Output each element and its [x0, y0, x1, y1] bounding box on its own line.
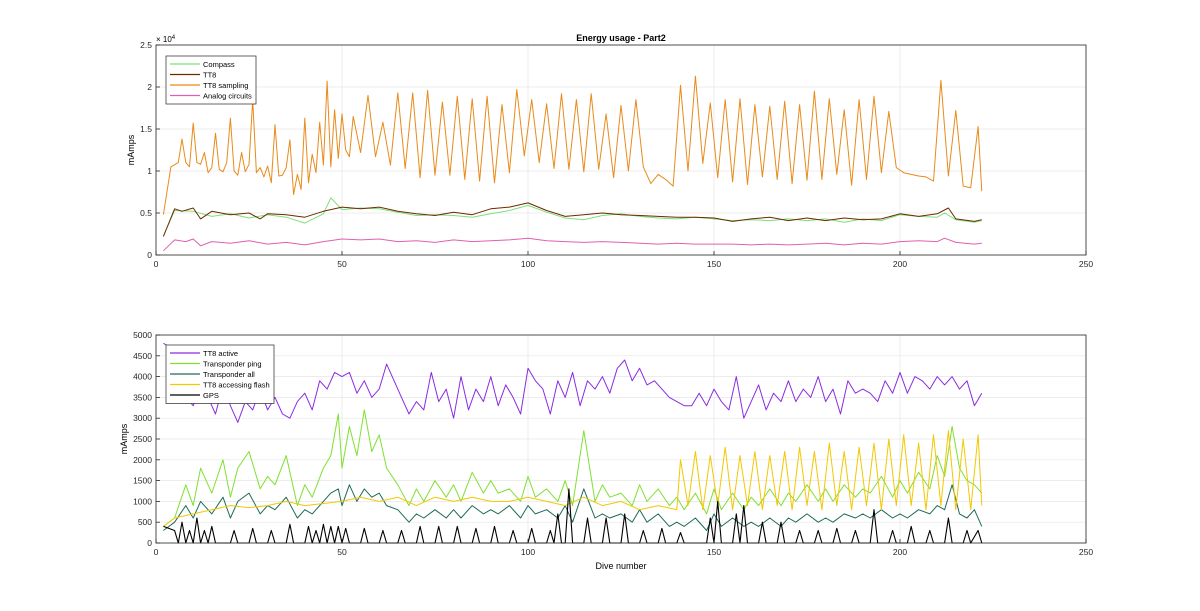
legend-label-compass: Compass	[203, 60, 235, 69]
series-line-tt8-active	[163, 342, 983, 423]
bottom-ytick-label: 500	[138, 517, 152, 527]
legend-label-transponder-all: Transponder all	[203, 370, 255, 379]
top-ytick-label: 0.5	[140, 208, 152, 218]
top-ytick-label: 2.5	[140, 40, 152, 50]
legend-label-tt8-active: TT8 active	[203, 349, 238, 358]
legend-label-gps: GPS	[203, 391, 219, 400]
top-chart-ylabel: mAmps	[126, 134, 136, 165]
series-line-analog-circuits	[163, 237, 982, 252]
top-xtick-label: 250	[1079, 259, 1093, 269]
exponent-power: 4	[172, 35, 176, 41]
top-chart-axes: 0 50 100 150 200 250 0 0.5 1 1.5 2 2.5 Energy usage…	[126, 33, 1093, 269]
bottom-ytick-label: 4000	[133, 372, 152, 382]
top-xtick-label: 50	[337, 259, 347, 269]
top-ytick-label: 0	[147, 250, 152, 260]
bottom-xtick-label: 250	[1079, 547, 1093, 557]
top-chart-series	[162, 75, 983, 252]
top-ytick-label: 1	[147, 166, 152, 176]
bottom-ytick-label: 2000	[133, 455, 152, 465]
legend-label-tt8-sampling: TT8 sampling	[203, 81, 248, 90]
legend-label-tt8-accessing-flash: TT8 accessing flash	[203, 381, 270, 390]
series-line-tt8	[162, 202, 982, 237]
bottom-ytick-label: 1000	[133, 496, 152, 506]
top-chart-ticks: 0 50 100 150 200 250 0 0.5 1 1.5 2 2.5	[140, 40, 1093, 269]
bottom-chart-ylabel: mAmps	[119, 423, 129, 454]
top-chart-exponent: × 104	[156, 35, 176, 44]
bottom-xtick-label: 50	[337, 547, 347, 557]
bottom-xtick-label: 0	[154, 547, 159, 557]
bottom-chart-axes: 0 50 100 150 200 2500500100015002000250030003…	[119, 330, 1093, 571]
bottom-xtick-label: 200	[893, 547, 907, 557]
exponent-base: × 10	[156, 35, 172, 44]
top-xtick-label: 100	[521, 259, 535, 269]
bottom-ytick-label: 0	[147, 538, 152, 548]
bottom-ytick-label: 1500	[133, 476, 152, 486]
top-xtick-label: 150	[707, 259, 721, 269]
series-line-tt8-accessing-flash	[163, 430, 983, 527]
series-line-tt8-sampling	[162, 75, 983, 215]
bottom-xtick-label: 150	[707, 547, 721, 557]
bottom-chart-xlabel: Dive number	[595, 561, 646, 571]
top-ytick-label: 1.5	[140, 124, 152, 134]
bottom-ytick-label: 3000	[133, 413, 152, 423]
bottom-chart-ticks: 0 50 100 150 200 2500500100015002000250030003…	[133, 330, 1093, 557]
top-xtick-label: 200	[893, 259, 907, 269]
top-xtick-label: 0	[154, 259, 159, 269]
legend-label-transponder-ping: Transponder ping	[203, 360, 262, 369]
bottom-ytick-label: 2500	[133, 434, 152, 444]
top-ytick-label: 2	[147, 82, 152, 92]
series-line-transponder-all	[163, 484, 983, 531]
bottom-ytick-label: 3500	[133, 392, 152, 402]
legend-label-tt8: TT8	[203, 71, 216, 80]
top-chart-title: Energy usage - Part2	[576, 33, 666, 43]
bottom-xtick-label: 100	[521, 547, 535, 557]
bottom-ytick-label: 4500	[133, 351, 152, 361]
top-chart-frame	[155, 44, 1087, 256]
legend-label-analog-circuits: Analog circuits	[203, 92, 252, 101]
bottom-ytick-label: 5000	[133, 330, 152, 340]
